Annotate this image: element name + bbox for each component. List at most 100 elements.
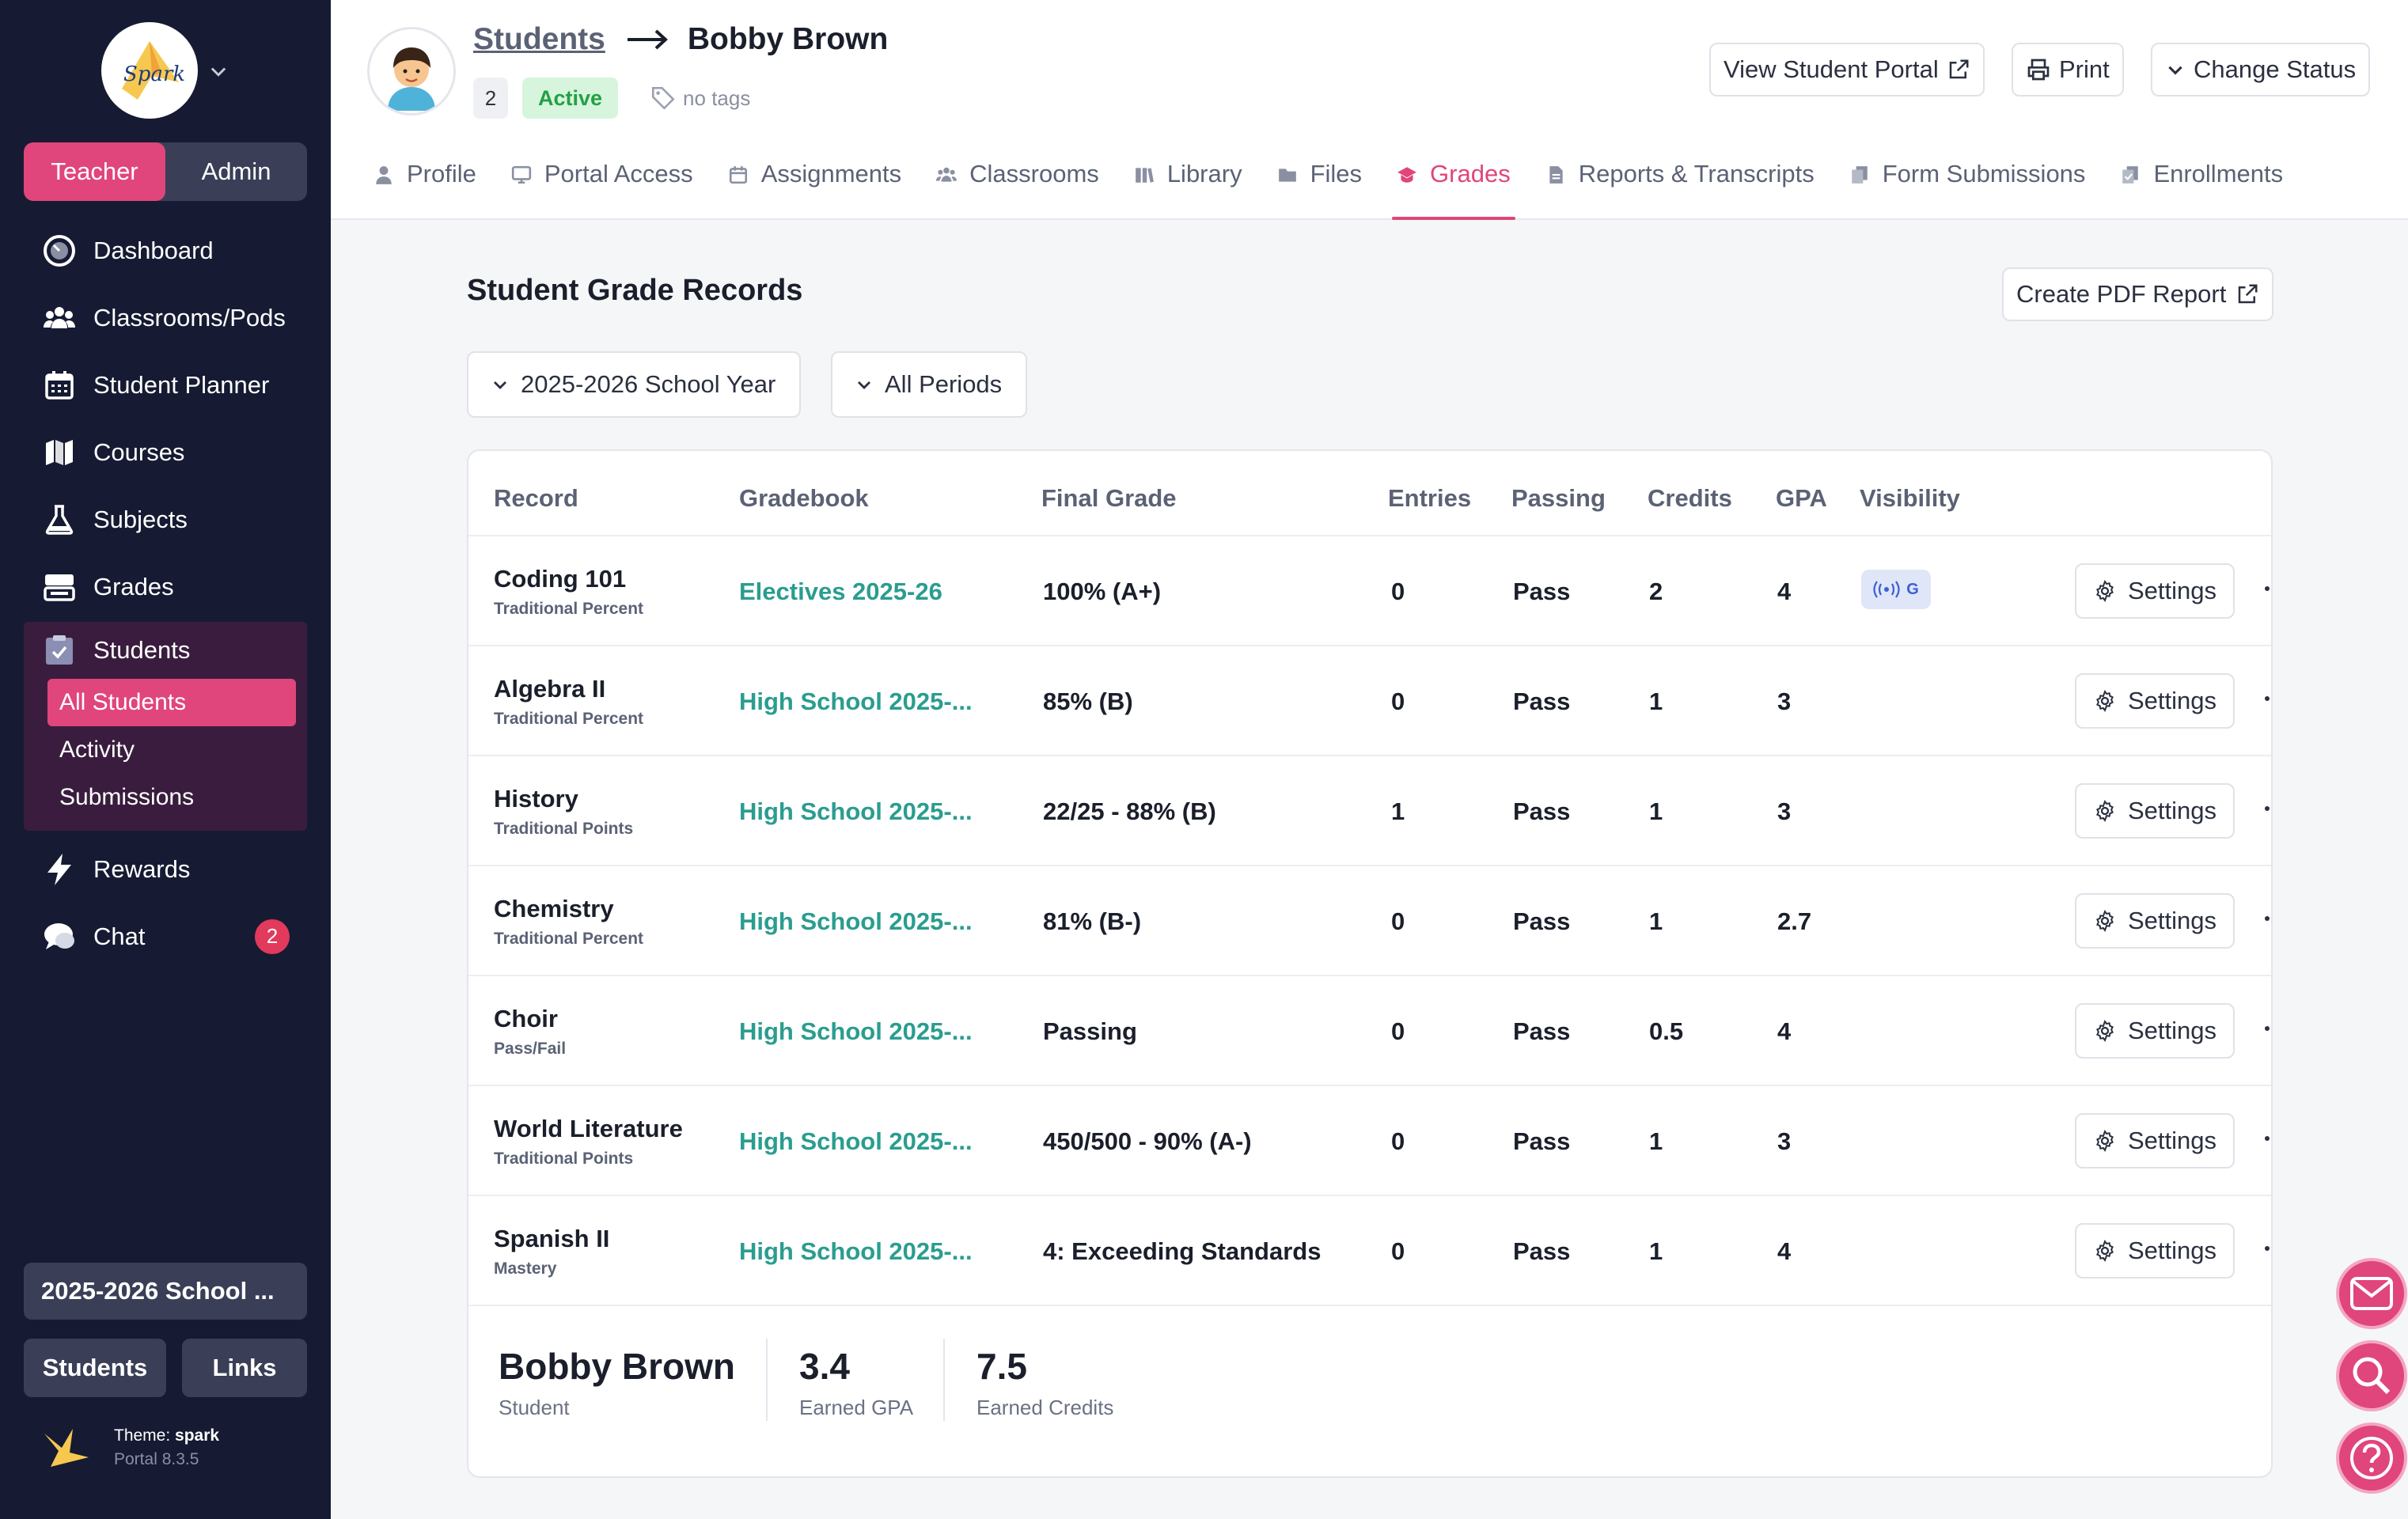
record-name[interactable]: Chemistry	[494, 895, 614, 922]
sidebar-item-submissions[interactable]: Submissions	[59, 784, 195, 810]
row-more-button[interactable]	[2263, 1123, 2271, 1154]
table-row[interactable]: History Traditional Points High School 202…	[468, 756, 2271, 866]
sidebar-item-label: Classrooms/Pods	[93, 303, 286, 331]
row-more-button[interactable]	[2263, 573, 2271, 604]
view-student-portal-button[interactable]: View Student Portal	[1709, 43, 1985, 97]
row-settings-button[interactable]: Settings	[2075, 673, 2235, 729]
students-quick-button[interactable]: Students	[24, 1339, 166, 1397]
table-row[interactable]: Algebra II Traditional Percent High School…	[468, 646, 2271, 756]
sidebar-item-classrooms[interactable]: Classrooms/Pods	[24, 284, 307, 351]
people-icon	[41, 300, 78, 336]
chevron-down-icon	[2168, 66, 2182, 75]
table-row[interactable]: Spanish II Mastery High School 2025-... 4: …	[468, 1196, 2271, 1306]
sidebar-item-students[interactable]: Students	[24, 622, 307, 679]
sidebar-item-courses[interactable]: Courses	[24, 419, 307, 486]
spark-logo[interactable]: Spark	[101, 22, 198, 119]
tab-grades[interactable]: Grades	[1392, 150, 1515, 220]
tab-profile[interactable]: Profile	[374, 150, 476, 220]
column-header-passing[interactable]: Passing	[1511, 484, 1606, 512]
earned-gpa-value: 3.4	[799, 1346, 850, 1387]
column-header-gpa[interactable]: GPA	[1776, 484, 1827, 512]
record-name[interactable]: World Literature	[494, 1115, 683, 1142]
admin-role-button[interactable]: Admin	[201, 157, 271, 185]
gradebook-link[interactable]: High School 2025-...	[739, 688, 973, 715]
sidebar-item-rewards[interactable]: Rewards	[24, 835, 307, 903]
sidebar-item-grades[interactable]: Grades	[24, 553, 307, 620]
search-float-button[interactable]	[2336, 1340, 2407, 1411]
tab-classrooms[interactable]: Classrooms	[936, 150, 1099, 220]
tab-reports-transcripts[interactable]: Reports & Transcripts	[1545, 150, 1815, 220]
tags-button[interactable]: no tags	[650, 85, 750, 112]
period-filter[interactable]: All Periods	[831, 351, 1028, 418]
row-settings-button[interactable]: Settings	[2075, 783, 2235, 839]
row-settings-button[interactable]: Settings	[2075, 563, 2235, 619]
row-more-button[interactable]	[2263, 1233, 2271, 1264]
column-header-entries[interactable]: Entries	[1388, 484, 1472, 512]
table-row[interactable]: Coding 101 Traditional Percent Electives 2…	[468, 536, 2271, 646]
sidebar-item-activity[interactable]: Activity	[59, 737, 135, 763]
sidebar-item-subjects[interactable]: Subjects	[24, 486, 307, 553]
table-row[interactable]: Chemistry Traditional Percent High School …	[468, 866, 2271, 976]
column-header-visibility[interactable]: Visibility	[1860, 484, 1960, 512]
row-settings-button[interactable]: Settings	[2075, 1223, 2235, 1278]
table-row[interactable]: Choir Pass/Fail High School 2025-... Passin…	[468, 976, 2271, 1086]
column-header-record[interactable]: Record	[494, 484, 578, 512]
tab-form-submissions[interactable]: Form Submissions	[1849, 150, 2085, 220]
visibility-badge[interactable]: G	[1861, 570, 1931, 609]
tab-assignments[interactable]: Assignments	[728, 150, 901, 220]
record-name[interactable]: Spanish II	[494, 1225, 610, 1252]
tab-library[interactable]: Library	[1134, 150, 1242, 220]
gradebook-link[interactable]: High School 2025-...	[739, 1237, 973, 1265]
row-settings-button[interactable]: Settings	[2075, 893, 2235, 949]
gradebook-link[interactable]: High School 2025-...	[739, 1127, 973, 1155]
sidebar-item-all-students[interactable]: All Students	[47, 679, 296, 726]
record-name[interactable]: History	[494, 785, 578, 813]
gear-icon	[2096, 800, 2114, 822]
mail-float-button[interactable]	[2336, 1258, 2407, 1329]
student-avatar[interactable]	[367, 27, 456, 116]
row-more-button[interactable]	[2263, 1013, 2271, 1044]
sidebar-item-student-planner[interactable]: Student Planner	[24, 351, 307, 419]
gradebook-link[interactable]: High School 2025-...	[739, 797, 973, 825]
sidebar-item-label: Rewards	[93, 854, 191, 883]
column-header-credits[interactable]: Credits	[1648, 484, 1732, 512]
row-settings-button[interactable]: Settings	[2075, 1003, 2235, 1059]
sidebar-item-chat[interactable]: Chat 2	[24, 903, 307, 970]
row-more-button[interactable]	[2263, 903, 2271, 934]
tab-portal-access[interactable]: Portal Access	[511, 150, 693, 220]
teacher-role-button[interactable]: Teacher	[24, 142, 165, 201]
record-name[interactable]: Coding 101	[494, 565, 627, 593]
change-status-button[interactable]: Change Status	[2151, 43, 2371, 97]
sidebar-item-dashboard[interactable]: Dashboard	[24, 217, 307, 284]
print-button[interactable]: Print	[2012, 43, 2124, 97]
question-icon	[2350, 1437, 2393, 1479]
breadcrumb-students-link[interactable]: Students	[473, 22, 605, 56]
column-header-final-grade[interactable]: Final Grade	[1041, 484, 1177, 512]
gear-icon	[2096, 1240, 2114, 1262]
links-quick-button[interactable]: Links	[182, 1339, 307, 1397]
chevron-down-icon[interactable]	[207, 60, 229, 82]
column-header-gradebook[interactable]: Gradebook	[739, 484, 869, 512]
row-settings-button[interactable]: Settings	[2075, 1113, 2235, 1169]
row-more-button[interactable]	[2263, 683, 2271, 714]
gradebook-link[interactable]: High School 2025-...	[739, 907, 973, 935]
gradebook-link[interactable]: Electives 2025-26	[739, 578, 942, 605]
role-toggle: Teacher Admin	[24, 142, 307, 201]
record-name[interactable]: Choir	[494, 1005, 558, 1032]
flask-icon	[41, 502, 78, 538]
gradebook-link[interactable]: High School 2025-...	[739, 1017, 973, 1045]
record-type: Traditional Points	[494, 820, 634, 838]
status-badge: Active	[522, 78, 619, 119]
view-student-portal-label: View Student Portal	[1724, 55, 1939, 83]
record-name[interactable]: Algebra II	[494, 675, 606, 703]
help-float-button[interactable]	[2336, 1422, 2407, 1494]
tab-label: Reports & Transcripts	[1578, 160, 1815, 188]
school-year-filter[interactable]: 2025-2026 School Year	[467, 351, 802, 418]
school-year-selector[interactable]: 2025-2026 School ...	[24, 1263, 307, 1320]
tab-enrollments[interactable]: Enrollments	[2120, 150, 2283, 220]
row-more-button[interactable]	[2263, 793, 2271, 824]
sidebar-item-label: Courses	[93, 438, 185, 466]
tab-files[interactable]: Files	[1277, 150, 1362, 220]
table-row[interactable]: World Literature Traditional Points High S…	[468, 1086, 2271, 1196]
create-pdf-report-button[interactable]: Create PDF Report	[2002, 267, 2274, 321]
